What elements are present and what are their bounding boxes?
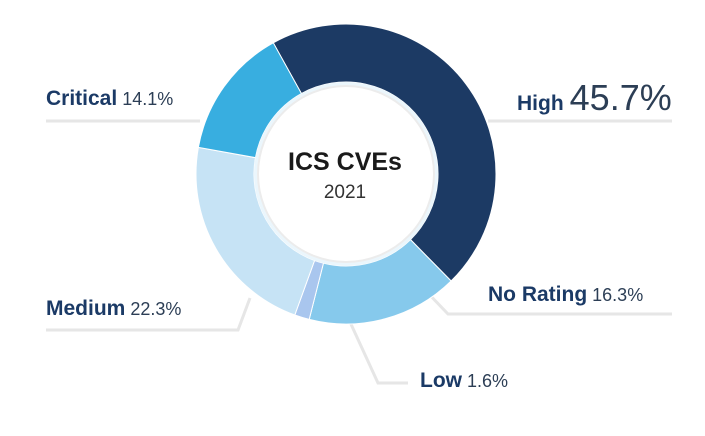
- label-medium-value: 22.3%: [130, 299, 182, 319]
- slices-group: [195, 23, 497, 325]
- label-no-rating-name: No Rating: [488, 283, 588, 306]
- label-low-name: Low: [420, 369, 462, 392]
- leader-line-no-rating: [423, 288, 672, 316]
- chart-subtitle: 2021: [323, 182, 367, 203]
- leader-line-low: [348, 321, 408, 385]
- label-critical-value: 14.1%: [122, 89, 174, 109]
- label-low-value: 1.6%: [467, 371, 509, 391]
- leader-line-medium: [46, 297, 252, 332]
- label-high-name: High: [517, 92, 564, 115]
- label-no-rating-value: 16.3%: [592, 285, 644, 305]
- label-low: Low 1.6%: [420, 370, 508, 391]
- label-medium-name: Medium: [46, 297, 126, 320]
- label-critical: Critical 14.1%: [46, 88, 173, 109]
- label-high-value: 45.7%: [569, 77, 672, 118]
- center-hole: [257, 85, 435, 263]
- label-medium: Medium 22.3%: [46, 298, 181, 319]
- label-critical-name: Critical: [46, 87, 118, 110]
- label-no-rating: No Rating 16.3%: [488, 284, 643, 305]
- label-high: High 45.7%: [517, 80, 672, 116]
- leader-lines: [46, 119, 672, 385]
- chart-title: ICS CVEs: [288, 148, 402, 176]
